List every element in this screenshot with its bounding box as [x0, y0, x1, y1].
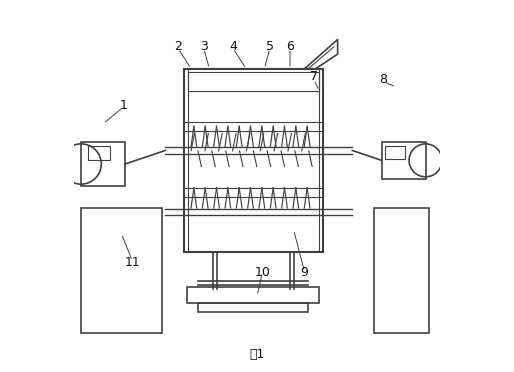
- Text: 3: 3: [200, 40, 208, 53]
- Bar: [188, 287, 319, 303]
- Text: 图1: 图1: [249, 348, 265, 361]
- Bar: [81, 142, 125, 186]
- Bar: [386, 146, 406, 158]
- Bar: [198, 303, 308, 312]
- Text: 4: 4: [229, 40, 237, 53]
- Bar: [374, 208, 429, 333]
- Text: 2: 2: [174, 40, 182, 53]
- Bar: [188, 73, 319, 91]
- Bar: [81, 208, 162, 333]
- Bar: [88, 146, 111, 160]
- Bar: [381, 142, 426, 179]
- Text: 10: 10: [254, 266, 270, 279]
- Text: 1: 1: [119, 99, 127, 112]
- Text: 11: 11: [124, 256, 140, 269]
- Text: 9: 9: [301, 266, 308, 279]
- Bar: [183, 69, 323, 252]
- Text: 7: 7: [310, 70, 318, 83]
- Text: 8: 8: [379, 73, 388, 86]
- Text: 5: 5: [266, 40, 274, 53]
- Text: 6: 6: [286, 40, 294, 53]
